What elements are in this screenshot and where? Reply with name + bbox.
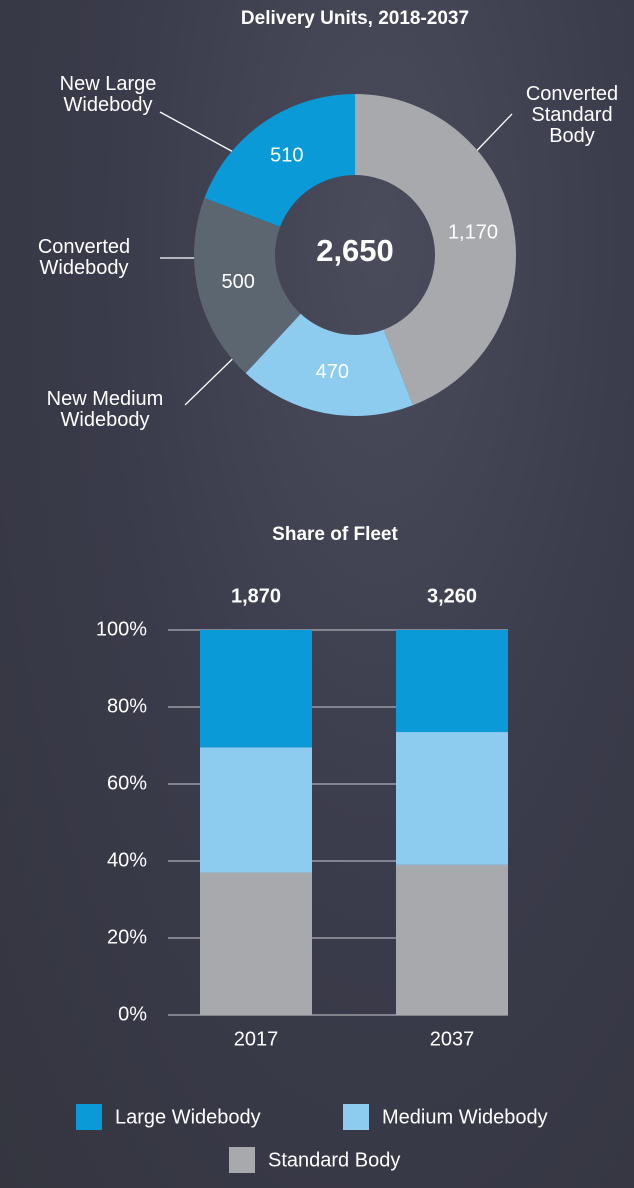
y-tick-label: 100% [96, 618, 147, 640]
x-tick-label: 2017 [234, 1028, 279, 1050]
bar-segment [396, 732, 508, 865]
bar-segment [200, 747, 312, 873]
donut-slice [193, 198, 301, 374]
y-tick-label: 80% [107, 695, 147, 717]
slice-label: New Large Widebody [59, 73, 157, 116]
value-label: 510 [270, 145, 303, 167]
donut-slice [204, 94, 355, 227]
legend-swatch [343, 1104, 369, 1130]
donut-title: Delivery Units, 2018-2037 [241, 8, 469, 29]
total-label: 1,870 [231, 585, 281, 607]
legend-swatch [76, 1104, 102, 1130]
y-tick-label: 40% [107, 849, 147, 871]
center-label: 2,650 [316, 233, 394, 268]
x-tick-label: 2037 [430, 1028, 475, 1050]
bar-segment [200, 630, 312, 748]
total-label: 3,260 [427, 585, 477, 607]
donut-slice [355, 94, 517, 406]
legend-label: Standard Body [268, 1149, 400, 1171]
slice-label: Converted Widebody [37, 236, 131, 279]
legend-label: Large Widebody [115, 1106, 261, 1128]
slice-label: Converted Standard Body [525, 83, 619, 147]
bar-title: Share of Fleet [272, 524, 398, 545]
value-label: 470 [316, 361, 349, 383]
y-tick-label: 20% [107, 926, 147, 948]
legend-label: Medium Widebody [382, 1106, 548, 1128]
bar-segment [200, 872, 312, 1015]
bar-segment [396, 630, 508, 733]
legend-swatch [229, 1147, 255, 1173]
value-label: 1,170 [448, 221, 498, 243]
bar-segment [396, 864, 508, 1015]
y-tick-label: 0% [118, 1003, 147, 1025]
value-label: 500 [222, 271, 255, 293]
slice-label: New Medium Widebody [46, 388, 164, 431]
donut-slice [245, 313, 413, 417]
y-tick-label: 60% [107, 772, 147, 794]
